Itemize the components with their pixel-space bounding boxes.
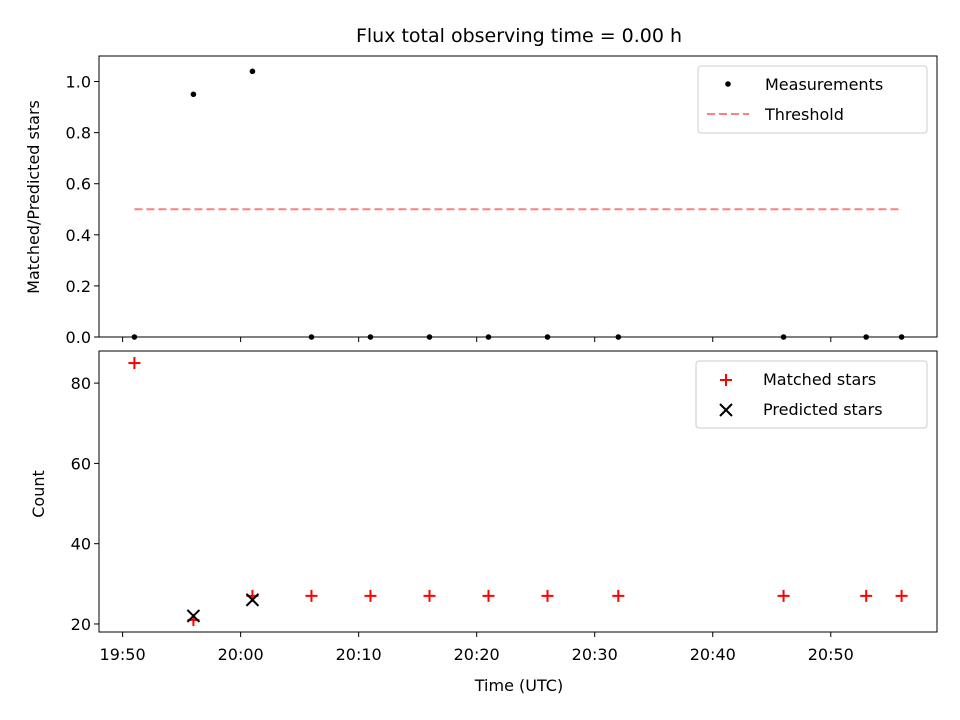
top-legend: Measurements Threshold	[697, 65, 928, 134]
legend-threshold-label: Threshold	[764, 105, 844, 124]
top-y-axis-label: Matched/Predicted stars	[24, 100, 43, 294]
top-legend-box	[697, 65, 928, 134]
top-y-ticks: 0.0 0.2 0.4 0.6 0.8 1.0	[66, 73, 99, 347]
chart-title: Flux total observing time = 0.00 h	[356, 25, 682, 47]
matched-stars-point	[895, 589, 908, 602]
bottom-series-layer	[128, 357, 908, 626]
y-tick-label: 1.0	[66, 73, 91, 92]
x-tick-label: 20:40	[690, 645, 736, 664]
matched-stars-point	[612, 589, 625, 602]
x-tick-label: 20:10	[336, 645, 382, 664]
bottom-legend-box	[695, 360, 928, 429]
y-tick-label: 0.2	[66, 277, 91, 296]
predicted-stars-point	[245, 593, 260, 607]
matched-stars-point	[541, 589, 554, 602]
predicted-stars-point	[186, 609, 201, 623]
bottom-y-ticks: 20 40 60 80	[71, 374, 99, 634]
matched-stars-point	[128, 357, 141, 370]
legend-predicted-label: Predicted stars	[763, 400, 883, 419]
legend-measurements-label: Measurements	[765, 75, 883, 94]
matched-stars-point	[777, 589, 790, 602]
x-tick-label: 20:30	[572, 645, 618, 664]
x-tick-label: 20:20	[454, 645, 500, 664]
top-series-layer	[131, 68, 905, 340]
top-x-ticks	[122, 337, 832, 342]
top-plot-frame	[98, 55, 938, 338]
bottom-legend: Matched stars Predicted stars	[695, 360, 928, 429]
x-tick-label: 20:00	[218, 645, 264, 664]
y-tick-label: 40	[71, 535, 91, 554]
y-tick-label: 0.0	[66, 328, 91, 347]
y-tick-label: 0.4	[66, 226, 91, 245]
y-tick-label: 80	[71, 374, 91, 393]
legend-matched-marker	[720, 374, 732, 386]
y-tick-label: 60	[71, 454, 91, 473]
legend-measurements-marker	[725, 81, 731, 87]
matched-stars-point	[482, 589, 495, 602]
y-tick-label: 0.6	[66, 175, 91, 194]
x-tick-label: 19:50	[100, 645, 146, 664]
legend-predicted-marker	[719, 403, 733, 417]
x-tick-label: 20:50	[808, 645, 854, 664]
measurement-point	[190, 91, 197, 98]
bottom-panel: 20 40 60 80 19:50 20:00 20:10 20:20 20:30 20:40 2…	[29, 350, 938, 695]
y-tick-label: 0.8	[66, 124, 91, 143]
y-tick-label: 20	[71, 615, 91, 634]
matched-stars-point	[364, 589, 377, 602]
matched-stars-point	[305, 589, 318, 602]
bottom-plot-frame	[98, 350, 938, 633]
matched-stars-point	[423, 589, 436, 602]
matched-stars-point	[860, 589, 873, 602]
bottom-x-ticks: 19:50 20:00 20:10 20:20 20:30 20:40 20:50	[100, 632, 854, 664]
x-axis-label: Time (UTC)	[474, 676, 563, 695]
bottom-y-axis-label: Count	[29, 470, 48, 518]
legend-matched-label: Matched stars	[763, 370, 876, 389]
measurement-point	[249, 68, 256, 75]
top-panel: 0.0 0.2 0.4 0.6 0.8 1.0 Matched/Predicted sta…	[24, 55, 938, 347]
